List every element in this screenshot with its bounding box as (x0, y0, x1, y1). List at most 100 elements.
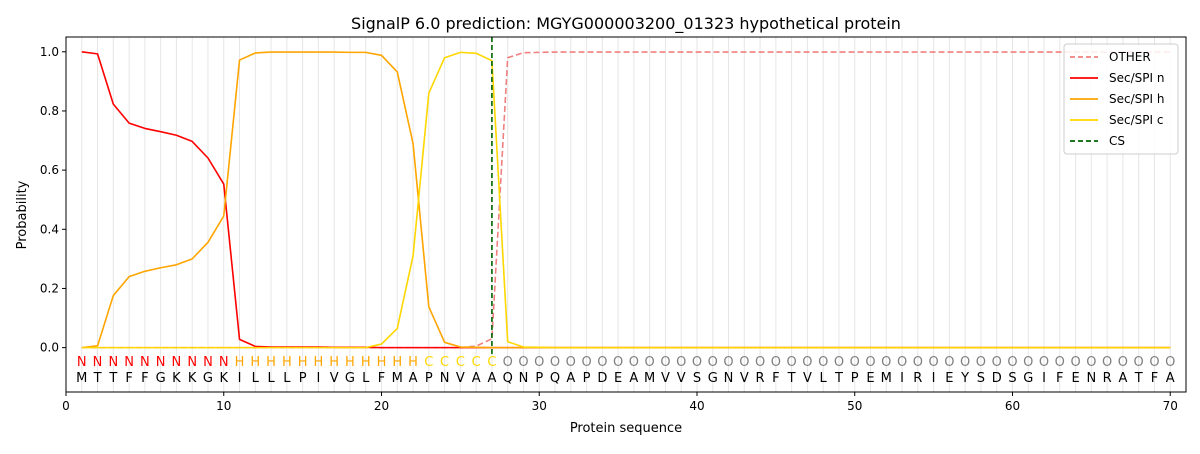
region-label: H (314, 355, 324, 370)
residue-letter: E (866, 371, 874, 386)
y-tick-label: 0.0 (40, 341, 59, 355)
region-label: O (692, 355, 702, 370)
residue-letter: P (535, 371, 543, 386)
residue-letter: T (787, 371, 796, 386)
residue-letter: D (597, 371, 607, 386)
region-label: N (108, 355, 118, 370)
region-label: H (377, 355, 387, 370)
region-label: O (660, 355, 670, 370)
x-tick-label: 0 (62, 399, 70, 413)
series-line-sec-spi-c (81, 51, 1171, 349)
region-label: O (787, 355, 797, 370)
residue-letter: N (519, 371, 529, 386)
region-label: O (1070, 355, 1080, 370)
region-label: C (472, 355, 481, 370)
residue-letter: V (740, 371, 749, 386)
residue-letter: V (456, 371, 465, 386)
residue-letter: I (900, 371, 904, 386)
y-tick-label: 0.4 (40, 222, 59, 236)
chart-title: SignalP 6.0 prediction: MGYG000003200_01… (351, 14, 901, 34)
region-label: O (771, 355, 781, 370)
region-label: O (865, 355, 875, 370)
region-label: O (1023, 355, 1033, 370)
region-label: N (172, 355, 182, 370)
legend-label: Sec/SPI h (1109, 92, 1164, 106)
residue-letter: R (1103, 371, 1112, 386)
x-tick-label: 40 (689, 399, 704, 413)
residue-letter: F (378, 371, 385, 386)
region-label: O (534, 355, 544, 370)
residue-letter: G (1023, 371, 1033, 386)
x-tick-label: 50 (847, 399, 862, 413)
residue-letter: L (283, 371, 291, 386)
region-label: O (566, 355, 576, 370)
residue-letter: K (172, 371, 181, 386)
legend-label: CS (1109, 134, 1125, 148)
region-label: O (1149, 355, 1159, 370)
residue-letter: L (252, 371, 260, 386)
residue-letter: T (108, 371, 117, 386)
region-label: O (755, 355, 765, 370)
x-tick-label: 30 (532, 399, 547, 413)
region-label: O (739, 355, 749, 370)
y-axis-label: Probability (15, 180, 30, 249)
residue-letter: I (238, 371, 242, 386)
region-label: N (93, 355, 103, 370)
residue-letter: A (1166, 371, 1175, 386)
residue-letter: M (881, 371, 892, 386)
legend-box (1063, 43, 1179, 155)
region-label: N (203, 355, 213, 370)
residue-letter: Y (960, 371, 969, 386)
x-axis-label: Protein sequence (570, 421, 682, 436)
region-label: H (250, 355, 260, 370)
residue-letter: N (440, 371, 450, 386)
region-label: O (960, 355, 970, 370)
residue-letter: M (644, 371, 655, 386)
y-tick-label: 1.0 (40, 45, 59, 59)
residue-letter: G (708, 371, 718, 386)
region-label: O (881, 355, 891, 370)
y-tick-label: 0.6 (40, 163, 59, 177)
region-label: O (944, 355, 954, 370)
region-label: O (897, 355, 907, 370)
region-label: O (518, 355, 528, 370)
region-label: O (1118, 355, 1128, 370)
region-label: O (503, 355, 513, 370)
region-label: N (219, 355, 229, 370)
region-label: H (298, 355, 308, 370)
region-label: H (266, 355, 276, 370)
region-label: O (676, 355, 686, 370)
residue-letter: I (316, 371, 320, 386)
residue-letter: R (913, 371, 922, 386)
residue-letter: F (1151, 371, 1158, 386)
region-label: H (408, 355, 418, 370)
residue-letter: F (125, 371, 132, 386)
region-label: C (440, 355, 449, 370)
legend-label: Sec/SPI c (1109, 113, 1163, 127)
region-label: O (913, 355, 923, 370)
region-label: O (1055, 355, 1065, 370)
region-label: O (850, 355, 860, 370)
region-label: O (629, 355, 639, 370)
region-label: H (329, 355, 339, 370)
residue-letter: L (820, 371, 828, 386)
residue-letter: G (203, 371, 213, 386)
residue-letter: D (992, 371, 1002, 386)
region-label: O (928, 355, 938, 370)
residue-letter: G (345, 371, 355, 386)
residue-letter: A (487, 371, 496, 386)
residue-letter: M (392, 371, 403, 386)
region-label: N (140, 355, 150, 370)
residue-letter: L (267, 371, 275, 386)
residue-letter: N (724, 371, 734, 386)
x-tick-label: 70 (1163, 399, 1178, 413)
residue-letter: I (1042, 371, 1046, 386)
residue-letter: Q (503, 371, 513, 386)
region-label: H (282, 355, 292, 370)
series-layer (81, 37, 1171, 357)
region-label: H (392, 355, 402, 370)
region-label: H (345, 355, 355, 370)
legend-label: Sec/SPI n (1109, 71, 1164, 85)
residue-letter: F (141, 371, 148, 386)
